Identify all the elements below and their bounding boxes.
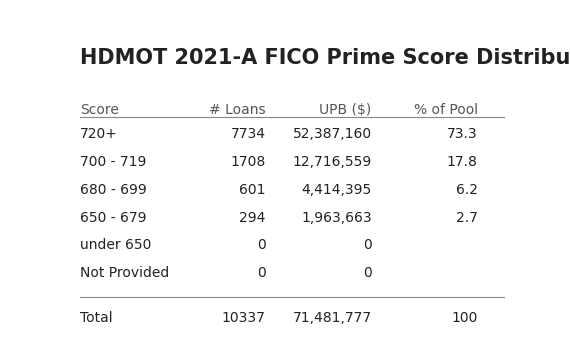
Text: Total: Total xyxy=(80,311,113,325)
Text: Not Provided: Not Provided xyxy=(80,266,169,280)
Text: 700 - 719: 700 - 719 xyxy=(80,155,146,169)
Text: # Loans: # Loans xyxy=(209,103,266,117)
Text: 601: 601 xyxy=(239,183,266,197)
Text: 294: 294 xyxy=(239,211,266,225)
Text: % of Pool: % of Pool xyxy=(414,103,478,117)
Text: 10337: 10337 xyxy=(222,311,266,325)
Text: Score: Score xyxy=(80,103,119,117)
Text: 650 - 679: 650 - 679 xyxy=(80,211,146,225)
Text: 1,963,663: 1,963,663 xyxy=(301,211,372,225)
Text: HDMOT 2021-A FICO Prime Score Distribution: HDMOT 2021-A FICO Prime Score Distributi… xyxy=(80,48,570,68)
Text: 2.7: 2.7 xyxy=(456,211,478,225)
Text: 71,481,777: 71,481,777 xyxy=(292,311,372,325)
Text: 73.3: 73.3 xyxy=(447,127,478,141)
Text: 12,716,559: 12,716,559 xyxy=(292,155,372,169)
Text: 0: 0 xyxy=(257,239,266,252)
Text: 1708: 1708 xyxy=(230,155,266,169)
Text: 17.8: 17.8 xyxy=(447,155,478,169)
Text: 6.2: 6.2 xyxy=(455,183,478,197)
Text: 4,414,395: 4,414,395 xyxy=(302,183,372,197)
Text: under 650: under 650 xyxy=(80,239,152,252)
Text: 680 - 699: 680 - 699 xyxy=(80,183,147,197)
Text: 7734: 7734 xyxy=(231,127,266,141)
Text: 100: 100 xyxy=(451,311,478,325)
Text: 720+: 720+ xyxy=(80,127,118,141)
Text: 0: 0 xyxy=(257,266,266,280)
Text: UPB ($): UPB ($) xyxy=(319,103,372,117)
Text: 52,387,160: 52,387,160 xyxy=(292,127,372,141)
Text: 0: 0 xyxy=(363,266,372,280)
Text: 0: 0 xyxy=(363,239,372,252)
